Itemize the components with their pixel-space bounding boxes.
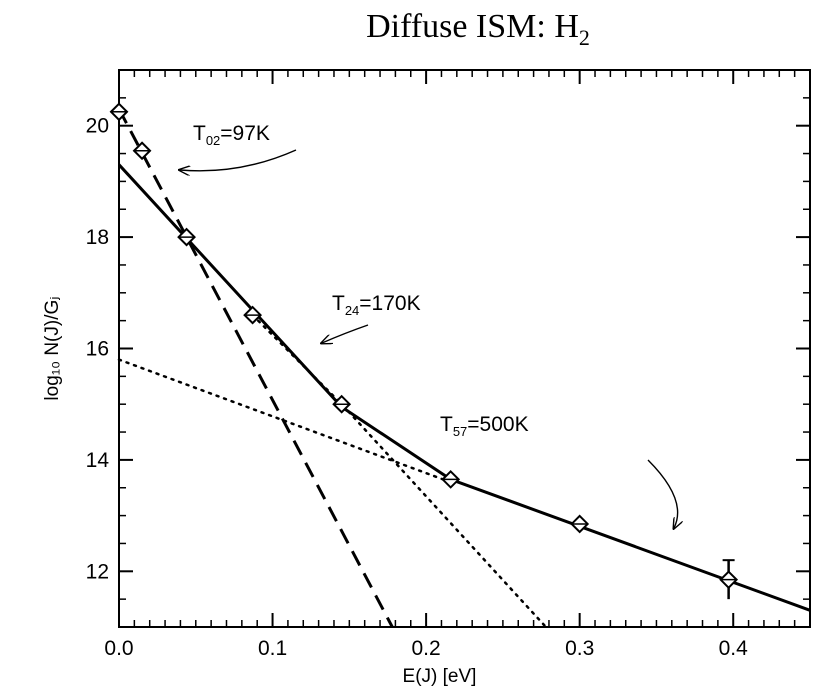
y-axis-label: log₁₀ N(J)/Gⱼ <box>42 296 63 400</box>
x-tick-label: 0.3 <box>565 637 594 660</box>
fit-line-dashed-2 <box>117 108 394 628</box>
chart-title: Diffuse ISM: H2 <box>0 8 826 52</box>
chart-title-text: Diffuse ISM: H <box>366 8 579 45</box>
y-tick-label: 20 <box>86 115 109 138</box>
annotation-t57: T57=500K <box>440 413 529 439</box>
annotation-t02: T02=97K <box>193 122 270 148</box>
arrow-t02 <box>180 149 297 171</box>
chart-title-subscript: 2 <box>578 24 590 50</box>
fit-line-solid-1 <box>117 163 811 612</box>
fit-line-dotted-4 <box>117 358 452 484</box>
fit-line-dotted-3 <box>251 313 548 629</box>
axes: 0.0 0.1 0.2 0.3 0.4 12 14 16 18 20 E(J) [eV] log₁₀ … <box>42 69 811 687</box>
arrow-t24 <box>322 324 369 343</box>
x-tick-label: 0.1 <box>258 637 287 660</box>
data-points <box>109 102 739 600</box>
y-tick-label: 14 <box>86 449 110 472</box>
y-tick-label: 16 <box>86 338 109 361</box>
x-tick-label: 0.4 <box>719 637 749 660</box>
arrow-t57 <box>647 459 678 528</box>
y-tick-label: 12 <box>86 560 109 583</box>
fit-lines <box>117 108 811 629</box>
plot-frame <box>118 69 811 628</box>
x-axis-label: E(J) [eV] <box>403 666 477 687</box>
x-tick-label: 0.2 <box>412 637 441 660</box>
y-tick-label: 18 <box>86 226 109 249</box>
annotation-t24: T24=170K <box>332 292 421 318</box>
x-tick-label: 0.0 <box>104 637 133 660</box>
